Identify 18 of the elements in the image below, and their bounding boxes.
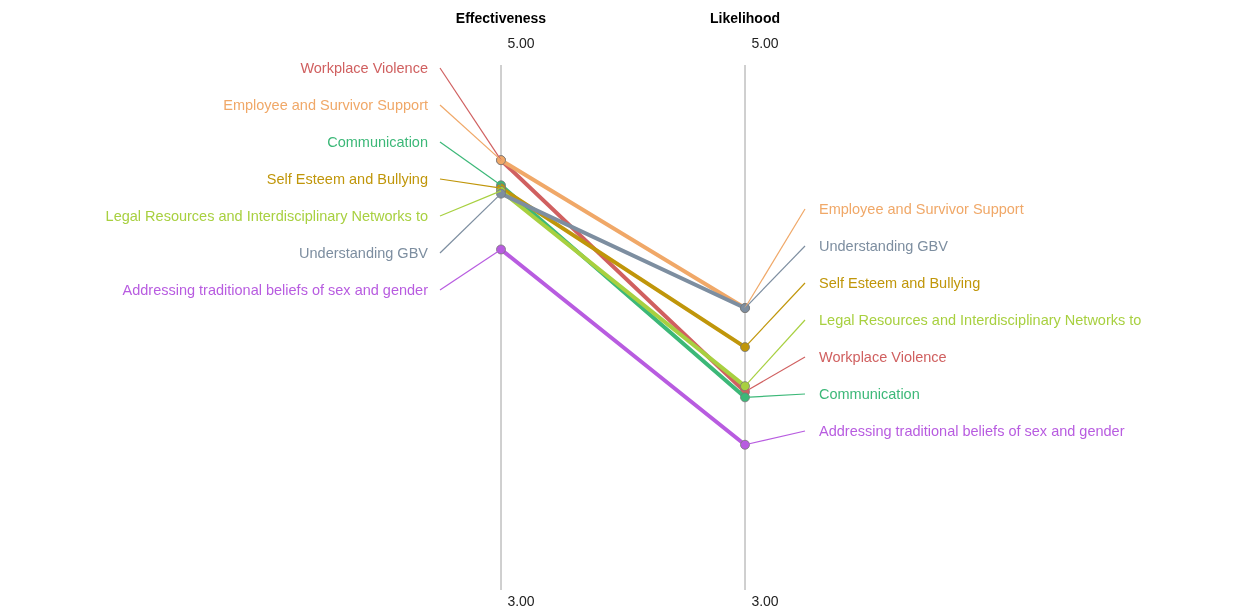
text: Understanding GBV — [819, 238, 948, 254]
text: Self Esteem and Bullying — [819, 275, 981, 291]
legend-label: Communication — [819, 386, 920, 402]
text: Legal Resources and Interdisciplinary Networks to — [105, 208, 428, 224]
text: Employee and Survivor Support — [819, 201, 1024, 217]
text: 3.00 — [751, 592, 779, 609]
text: Addressing traditional beliefs of sex and gender — [122, 282, 428, 298]
text: Communication — [327, 134, 428, 150]
text: Understanding GBV — [299, 245, 429, 261]
text: Legal Resources and Interdisciplinary Networks to — [819, 312, 1142, 328]
text: Workplace Violence — [300, 60, 428, 76]
legend-label: Addressing traditional beliefs of sex and gender — [819, 423, 1125, 439]
x-tick-label: Effectiveness — [455, 10, 547, 26]
text: Employee and Survivor Support — [223, 97, 428, 113]
text: 5.00 — [751, 34, 779, 51]
text: Workplace Violence — [819, 349, 947, 365]
x-tick-label: Likelihood — [710, 10, 780, 26]
text: Self Esteem and Bullying — [266, 171, 428, 187]
